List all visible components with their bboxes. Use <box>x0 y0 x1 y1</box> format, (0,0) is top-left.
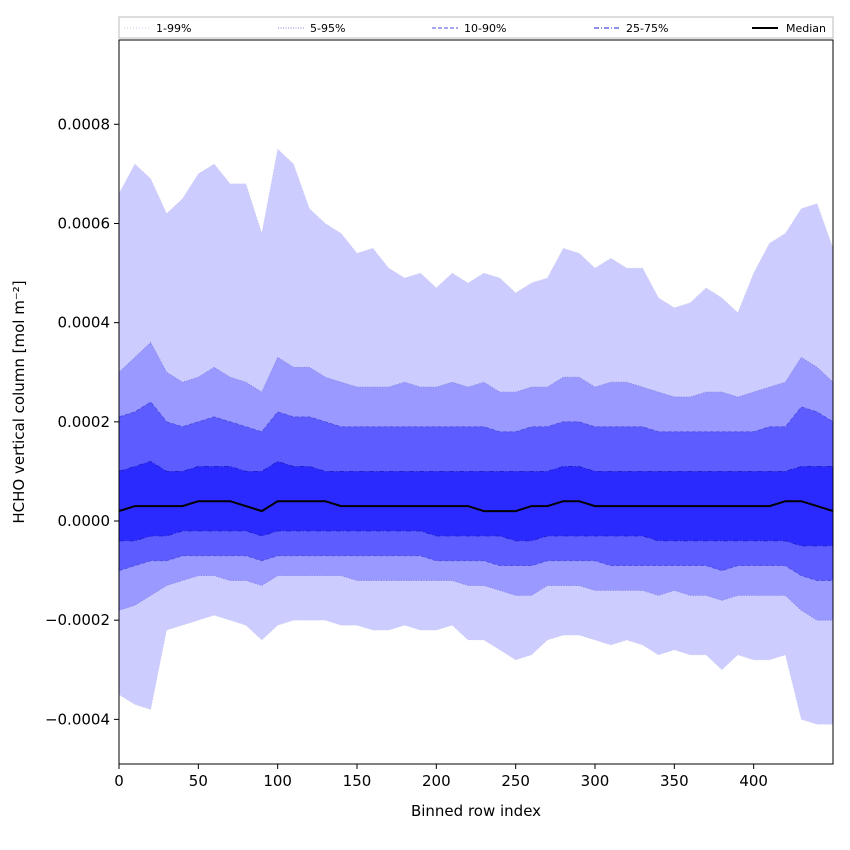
legend-entry-10-90: 10-90% <box>432 22 506 35</box>
x-tick-label: 0 <box>114 772 124 790</box>
y-axis-label: HCHO vertical column [mol m⁻²] <box>10 280 28 523</box>
median-line <box>119 500 833 513</box>
y-axis-ticks: −0.0004 −0.0002 0.0000 0.0002 0.0004 0.0006 0.… <box>45 115 119 728</box>
x-tick-label: 250 <box>501 772 530 790</box>
y-tick-label: 0.0004 <box>58 314 111 332</box>
percentile-lines <box>119 148 833 725</box>
legend-entry-median: Median <box>752 22 826 35</box>
percentile-bands <box>119 149 833 725</box>
legend-label-10-90: 10-90% <box>464 22 506 35</box>
legend-entry-25-75: 25-75% <box>594 22 668 35</box>
y-tick-label: 0.0000 <box>58 512 111 530</box>
legend-frame <box>118 16 834 39</box>
x-axis-ticks: 0 50 100 150 200 250 300 350 400 <box>114 764 768 790</box>
y-tick-label: 0.0008 <box>58 115 111 133</box>
line-25-75-lower <box>119 530 833 547</box>
x-axis-label: Binned row index <box>411 802 541 820</box>
x-tick-label: 300 <box>581 772 610 790</box>
x-tick-label: 400 <box>739 772 768 790</box>
band-25-75 <box>119 461 833 546</box>
line-10-90-lower <box>119 555 833 581</box>
x-tick-label: 350 <box>660 772 689 790</box>
legend-label-median: Median <box>786 22 826 35</box>
legend-entry-1-99: 1-99% <box>124 22 191 35</box>
x-tick-label: 150 <box>343 772 372 790</box>
legend-label-25-75: 25-75% <box>626 22 668 35</box>
legend: 1-99% 5-95% 10-90% 25-75% Median <box>118 16 834 39</box>
line-5-95-lower <box>119 575 833 621</box>
line-25-75-upper <box>119 461 833 472</box>
x-tick-label: 100 <box>263 772 292 790</box>
line-10-90-upper <box>119 401 833 433</box>
legend-entry-5-95: 5-95% <box>278 22 345 35</box>
x-tick-label: 50 <box>189 772 208 790</box>
legend-label-1-99: 1-99% <box>156 22 191 35</box>
y-tick-label: −0.0004 <box>45 710 110 728</box>
y-tick-label: −0.0002 <box>45 611 110 629</box>
y-tick-label: 0.0006 <box>58 214 111 232</box>
plot-frame <box>118 39 834 765</box>
x-tick-label: 200 <box>422 772 451 790</box>
y-tick-label: 0.0002 <box>58 413 111 431</box>
line-5-95-upper <box>119 341 833 398</box>
legend-label-5-95: 5-95% <box>310 22 345 35</box>
